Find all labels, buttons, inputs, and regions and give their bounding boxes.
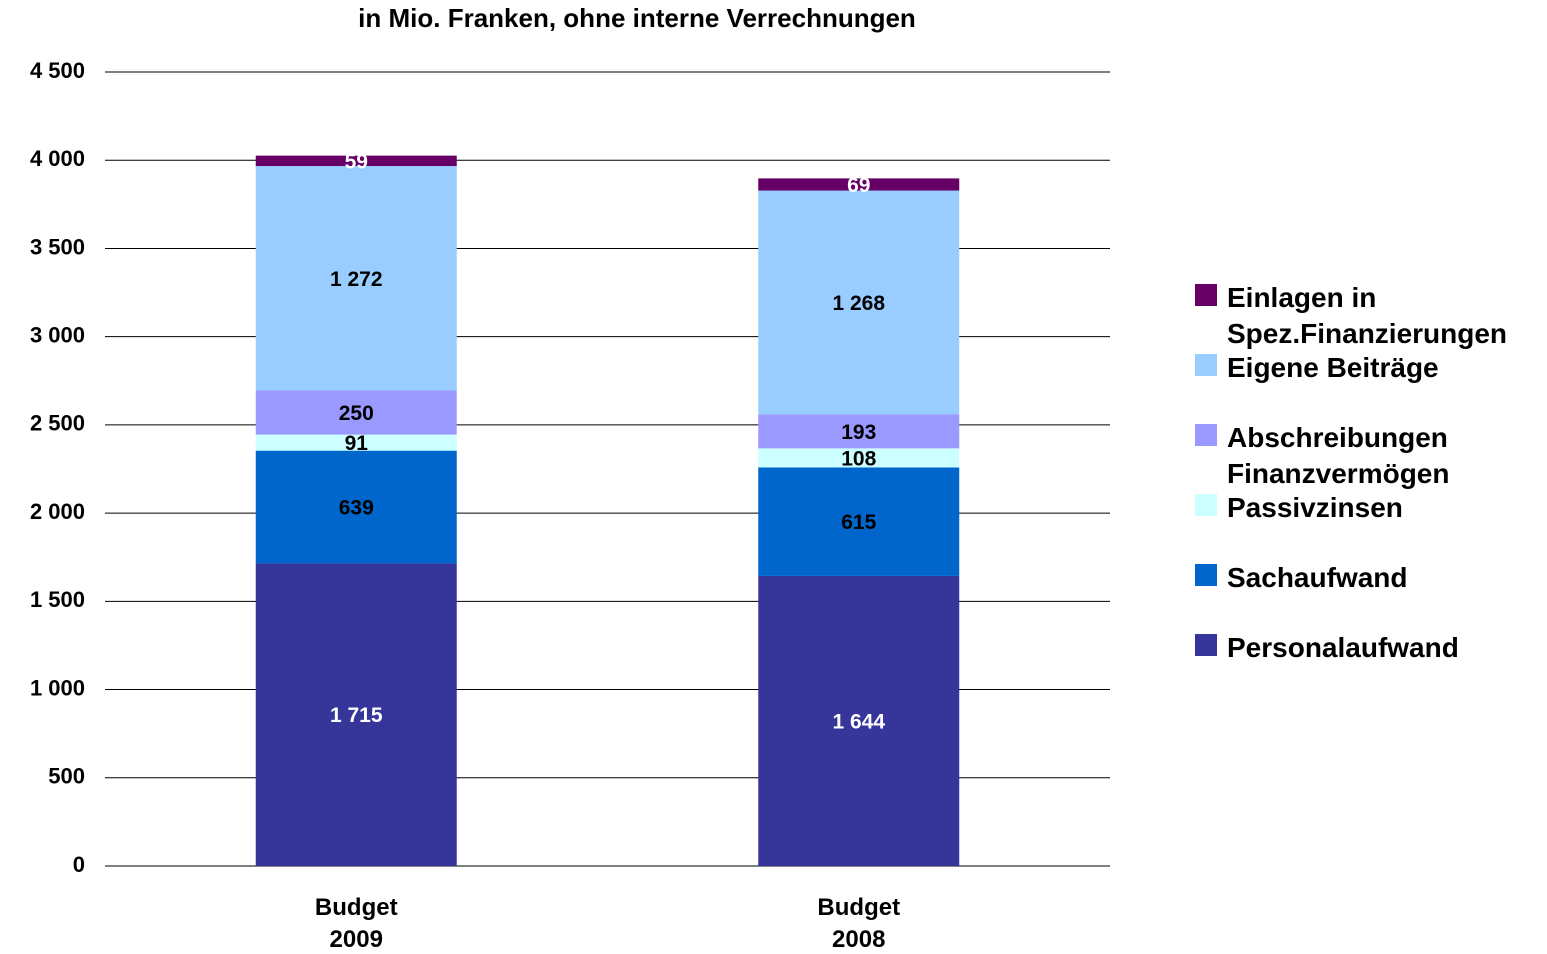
legend-label: Abschreibungen Finanzvermögen — [1227, 422, 1450, 489]
legend-swatch — [1195, 424, 1217, 446]
bar-segment — [758, 575, 960, 866]
value-label: 250 — [339, 402, 374, 425]
y-tick-label: 4 500 — [30, 58, 85, 83]
value-label: 91 — [345, 432, 369, 455]
legend-label: Einlagen in Spez.Finanzierungen — [1227, 282, 1508, 349]
value-label: 1 272 — [330, 268, 383, 291]
legend-item: Passivzinsen — [1195, 490, 1403, 526]
legend-item: Eigene Beiträge — [1195, 350, 1439, 386]
legend-label: Passivzinsen — [1227, 492, 1403, 523]
value-label: 1 715 — [330, 704, 383, 727]
legend-swatch — [1195, 284, 1217, 306]
y-tick-label: 1 000 — [30, 675, 85, 700]
legend-label: Personalaufwand — [1227, 632, 1459, 663]
legend-item: Personalaufwand — [1195, 630, 1459, 666]
y-tick-label: 0 — [73, 852, 85, 877]
y-tick-label: 1 500 — [30, 587, 85, 612]
x-tick-label: Budget 2008 — [817, 894, 901, 953]
bar-segment — [758, 178, 960, 191]
bar-segment — [255, 390, 457, 435]
bar-segment — [255, 563, 457, 866]
legend-label: Sachaufwand — [1227, 562, 1408, 593]
legend-swatch — [1195, 354, 1217, 376]
bar-segment — [758, 448, 960, 468]
bar-segment — [758, 467, 960, 576]
legend-item: Einlagen in Spez.Finanzierungen — [1195, 280, 1547, 352]
y-tick-label: 2 500 — [30, 411, 85, 436]
value-label: 59 — [345, 150, 368, 173]
bar-segment — [758, 414, 960, 449]
y-tick-label: 500 — [48, 764, 85, 789]
value-label: 193 — [841, 421, 876, 444]
legend-swatch — [1195, 494, 1217, 516]
legend-item: Abschreibungen Finanzvermögen — [1195, 420, 1547, 492]
bar-segment — [255, 166, 457, 391]
y-tick-label: 4 000 — [30, 146, 85, 171]
x-tick-label: Budget 2009 — [314, 894, 398, 953]
legend-item: Sachaufwand — [1195, 560, 1407, 596]
y-tick-label: 2 000 — [30, 499, 85, 524]
legend-swatch — [1195, 634, 1217, 656]
value-label: 108 — [841, 447, 876, 470]
bar-segment — [758, 190, 960, 415]
value-label: 1 268 — [832, 292, 885, 315]
value-label: 615 — [841, 511, 876, 534]
value-label: 639 — [339, 497, 374, 520]
bar-segment — [255, 155, 457, 167]
chart-title: in Mio. Franken, ohne interne Verrechnun… — [358, 3, 916, 33]
y-tick-label: 3 500 — [30, 234, 85, 259]
legend-swatch — [1195, 564, 1217, 586]
legend-label: Eigene Beiträge — [1227, 352, 1439, 383]
bar-segment — [255, 434, 457, 451]
y-tick-label: 3 000 — [30, 322, 85, 347]
value-label: 1 644 — [832, 711, 885, 734]
bar-segment — [255, 450, 457, 564]
value-label: 69 — [847, 174, 870, 197]
